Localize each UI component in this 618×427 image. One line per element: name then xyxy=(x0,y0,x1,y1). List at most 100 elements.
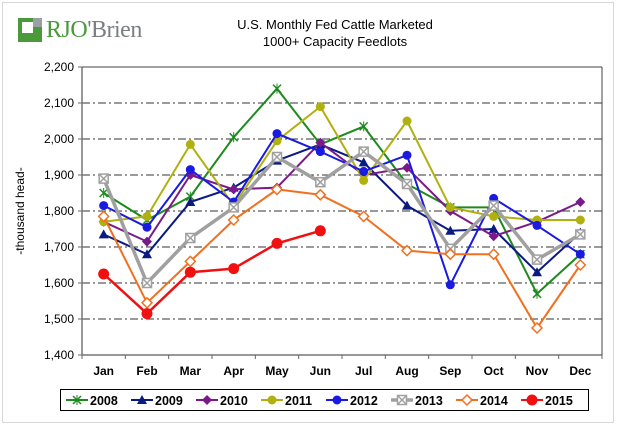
y-tick-label: 1,400 xyxy=(44,348,74,362)
data-point xyxy=(184,255,197,268)
x-tick-label: Oct xyxy=(484,364,504,378)
x-tick-label: Nov xyxy=(526,364,549,378)
data-point xyxy=(444,248,457,261)
data-point xyxy=(229,132,239,143)
data-point xyxy=(488,200,499,211)
y-tick-label: 2,100 xyxy=(44,96,74,110)
legend-marker xyxy=(460,393,474,407)
legend-label: 2012 xyxy=(350,394,378,408)
x-tick-label: Aug xyxy=(395,364,418,378)
series-2008 xyxy=(99,83,585,299)
data-point xyxy=(400,244,414,257)
legend-item-2010: 2010 xyxy=(196,394,248,408)
series-line-2015 xyxy=(102,229,321,315)
data-point xyxy=(489,211,499,221)
legend-item-2014: 2014 xyxy=(456,393,508,408)
logo-text-brien: 'Brien xyxy=(87,16,142,43)
legend-label: 2013 xyxy=(415,394,443,408)
data-point xyxy=(402,200,412,210)
x-tick-label: Feb xyxy=(136,364,157,378)
data-point xyxy=(271,151,283,163)
data-point xyxy=(271,237,283,249)
x-tick-label: Dec xyxy=(569,364,591,378)
legend-item-2012: 2012 xyxy=(326,394,378,408)
data-point xyxy=(185,165,195,175)
data-point xyxy=(445,225,456,235)
data-point xyxy=(532,288,542,299)
y-tick-label: 2,200 xyxy=(44,60,74,74)
y-tick-label: 1,500 xyxy=(44,312,74,326)
data-point xyxy=(142,211,152,221)
legend: 2008 2009 2010 2011 2012 2013 2014 2015 xyxy=(60,389,589,411)
x-tick-label: May xyxy=(265,364,289,378)
rjobrien-logo: RJO'Brien xyxy=(18,16,142,44)
y-tick-label: 1,600 xyxy=(44,276,74,290)
data-point xyxy=(575,229,586,240)
data-point xyxy=(98,268,110,280)
data-point xyxy=(488,231,499,242)
logo-mark-icon xyxy=(18,18,42,42)
data-point xyxy=(315,147,325,157)
x-tick-label: Apr xyxy=(223,364,244,378)
data-point xyxy=(185,139,195,149)
series-line-2014 xyxy=(102,188,582,329)
legend-marker xyxy=(72,395,82,405)
legend-item-2013: 2013 xyxy=(391,394,443,408)
data-point xyxy=(359,175,369,185)
data-point xyxy=(270,183,284,196)
data-point xyxy=(140,296,154,309)
series-line-2012 xyxy=(103,132,581,286)
data-point xyxy=(315,137,326,148)
chart-frame xyxy=(2,2,614,423)
data-point xyxy=(445,202,455,212)
data-point xyxy=(272,83,282,94)
legend-marker xyxy=(202,395,212,405)
legend-label: 2015 xyxy=(545,394,573,408)
y-axis-label: -thousand head- xyxy=(13,167,27,254)
data-point xyxy=(142,236,152,247)
data-point xyxy=(314,188,327,201)
legend-label: 2011 xyxy=(285,394,312,408)
x-tick-label: Mar xyxy=(180,364,202,378)
data-point xyxy=(227,213,240,227)
data-point xyxy=(359,166,369,176)
data-point xyxy=(531,254,543,265)
data-point xyxy=(315,176,326,188)
data-point xyxy=(358,157,369,167)
legend-items: 2008 2009 2010 2011 2012 2013 2014 2015 xyxy=(66,393,573,408)
legend-marker xyxy=(396,394,408,406)
data-point xyxy=(357,210,370,223)
series-line-2009 xyxy=(103,143,582,274)
data-point xyxy=(98,229,109,239)
data-point xyxy=(530,321,544,335)
data-point xyxy=(314,225,326,237)
chart-title-block: U.S. Monthly Fed Cattle Marketed 1000+ C… xyxy=(170,16,500,50)
data-point xyxy=(272,129,282,139)
legend-label: 2009 xyxy=(155,394,183,408)
legend-marker xyxy=(526,394,538,406)
data-point xyxy=(487,248,500,261)
chart-title: U.S. Monthly Fed Cattle Marketed xyxy=(237,17,433,32)
series-2012 xyxy=(99,129,585,290)
y-tick-label: 1,800 xyxy=(44,204,74,218)
legend-item-2015: 2015 xyxy=(521,394,573,408)
series-line-2008 xyxy=(103,87,582,295)
series-2014 xyxy=(97,183,587,335)
data-point xyxy=(98,173,109,184)
data-point xyxy=(97,210,110,223)
legend-label: 2008 xyxy=(90,394,118,408)
legend-marker xyxy=(332,395,342,405)
data-point xyxy=(184,266,196,278)
data-point xyxy=(574,258,587,272)
series-2013 xyxy=(98,146,586,289)
data-point xyxy=(315,102,325,112)
data-point xyxy=(445,280,455,290)
data-point xyxy=(359,121,369,132)
legend-marker xyxy=(267,395,277,405)
axes xyxy=(78,66,603,359)
data-point xyxy=(358,146,369,157)
data-point xyxy=(141,277,153,289)
data-point xyxy=(141,308,153,320)
x-tick-label: Jan xyxy=(93,364,114,378)
